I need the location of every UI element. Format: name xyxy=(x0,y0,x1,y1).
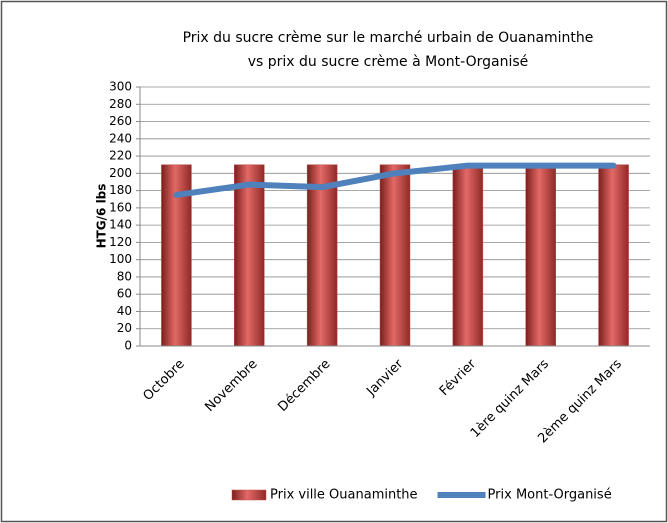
y-tick-label: 160 xyxy=(109,200,132,214)
line xyxy=(173,162,617,198)
y-tick-label: 280 xyxy=(109,97,132,111)
bar xyxy=(234,164,265,347)
legend-label: Prix ville Ouanaminthe xyxy=(270,488,418,503)
y-axis-label: HTG/6 lbs xyxy=(95,184,109,249)
y-tick-label: 40 xyxy=(117,304,132,318)
y-tick-label: 300 xyxy=(109,80,132,94)
y-tick-label: 260 xyxy=(109,114,132,128)
y-tick-label: 200 xyxy=(109,166,132,180)
chart-title: vs prix du sucre crème à Mont-Organisé xyxy=(248,54,529,70)
y-tick-label: 180 xyxy=(109,183,132,197)
bar xyxy=(379,164,411,347)
y-tick-label: 120 xyxy=(109,235,132,249)
legend-label: Prix Mont-Organisé xyxy=(488,488,612,503)
y-tick-label: 240 xyxy=(109,131,132,145)
bar xyxy=(525,164,556,347)
bar xyxy=(306,164,338,347)
y-tick-label: 20 xyxy=(117,321,132,335)
y-tick-label: 100 xyxy=(109,252,132,266)
y-tick-label: 220 xyxy=(109,149,132,163)
y-tick-label: 140 xyxy=(109,218,132,232)
legend-swatch xyxy=(231,489,267,501)
bar xyxy=(452,164,484,347)
chart-title: Prix du sucre crème sur le marché urbain… xyxy=(183,30,594,46)
y-tick-label: 80 xyxy=(117,269,132,283)
y-tick-label: 60 xyxy=(117,287,132,301)
bar xyxy=(598,164,629,347)
y-tick-label: 0 xyxy=(124,339,132,353)
